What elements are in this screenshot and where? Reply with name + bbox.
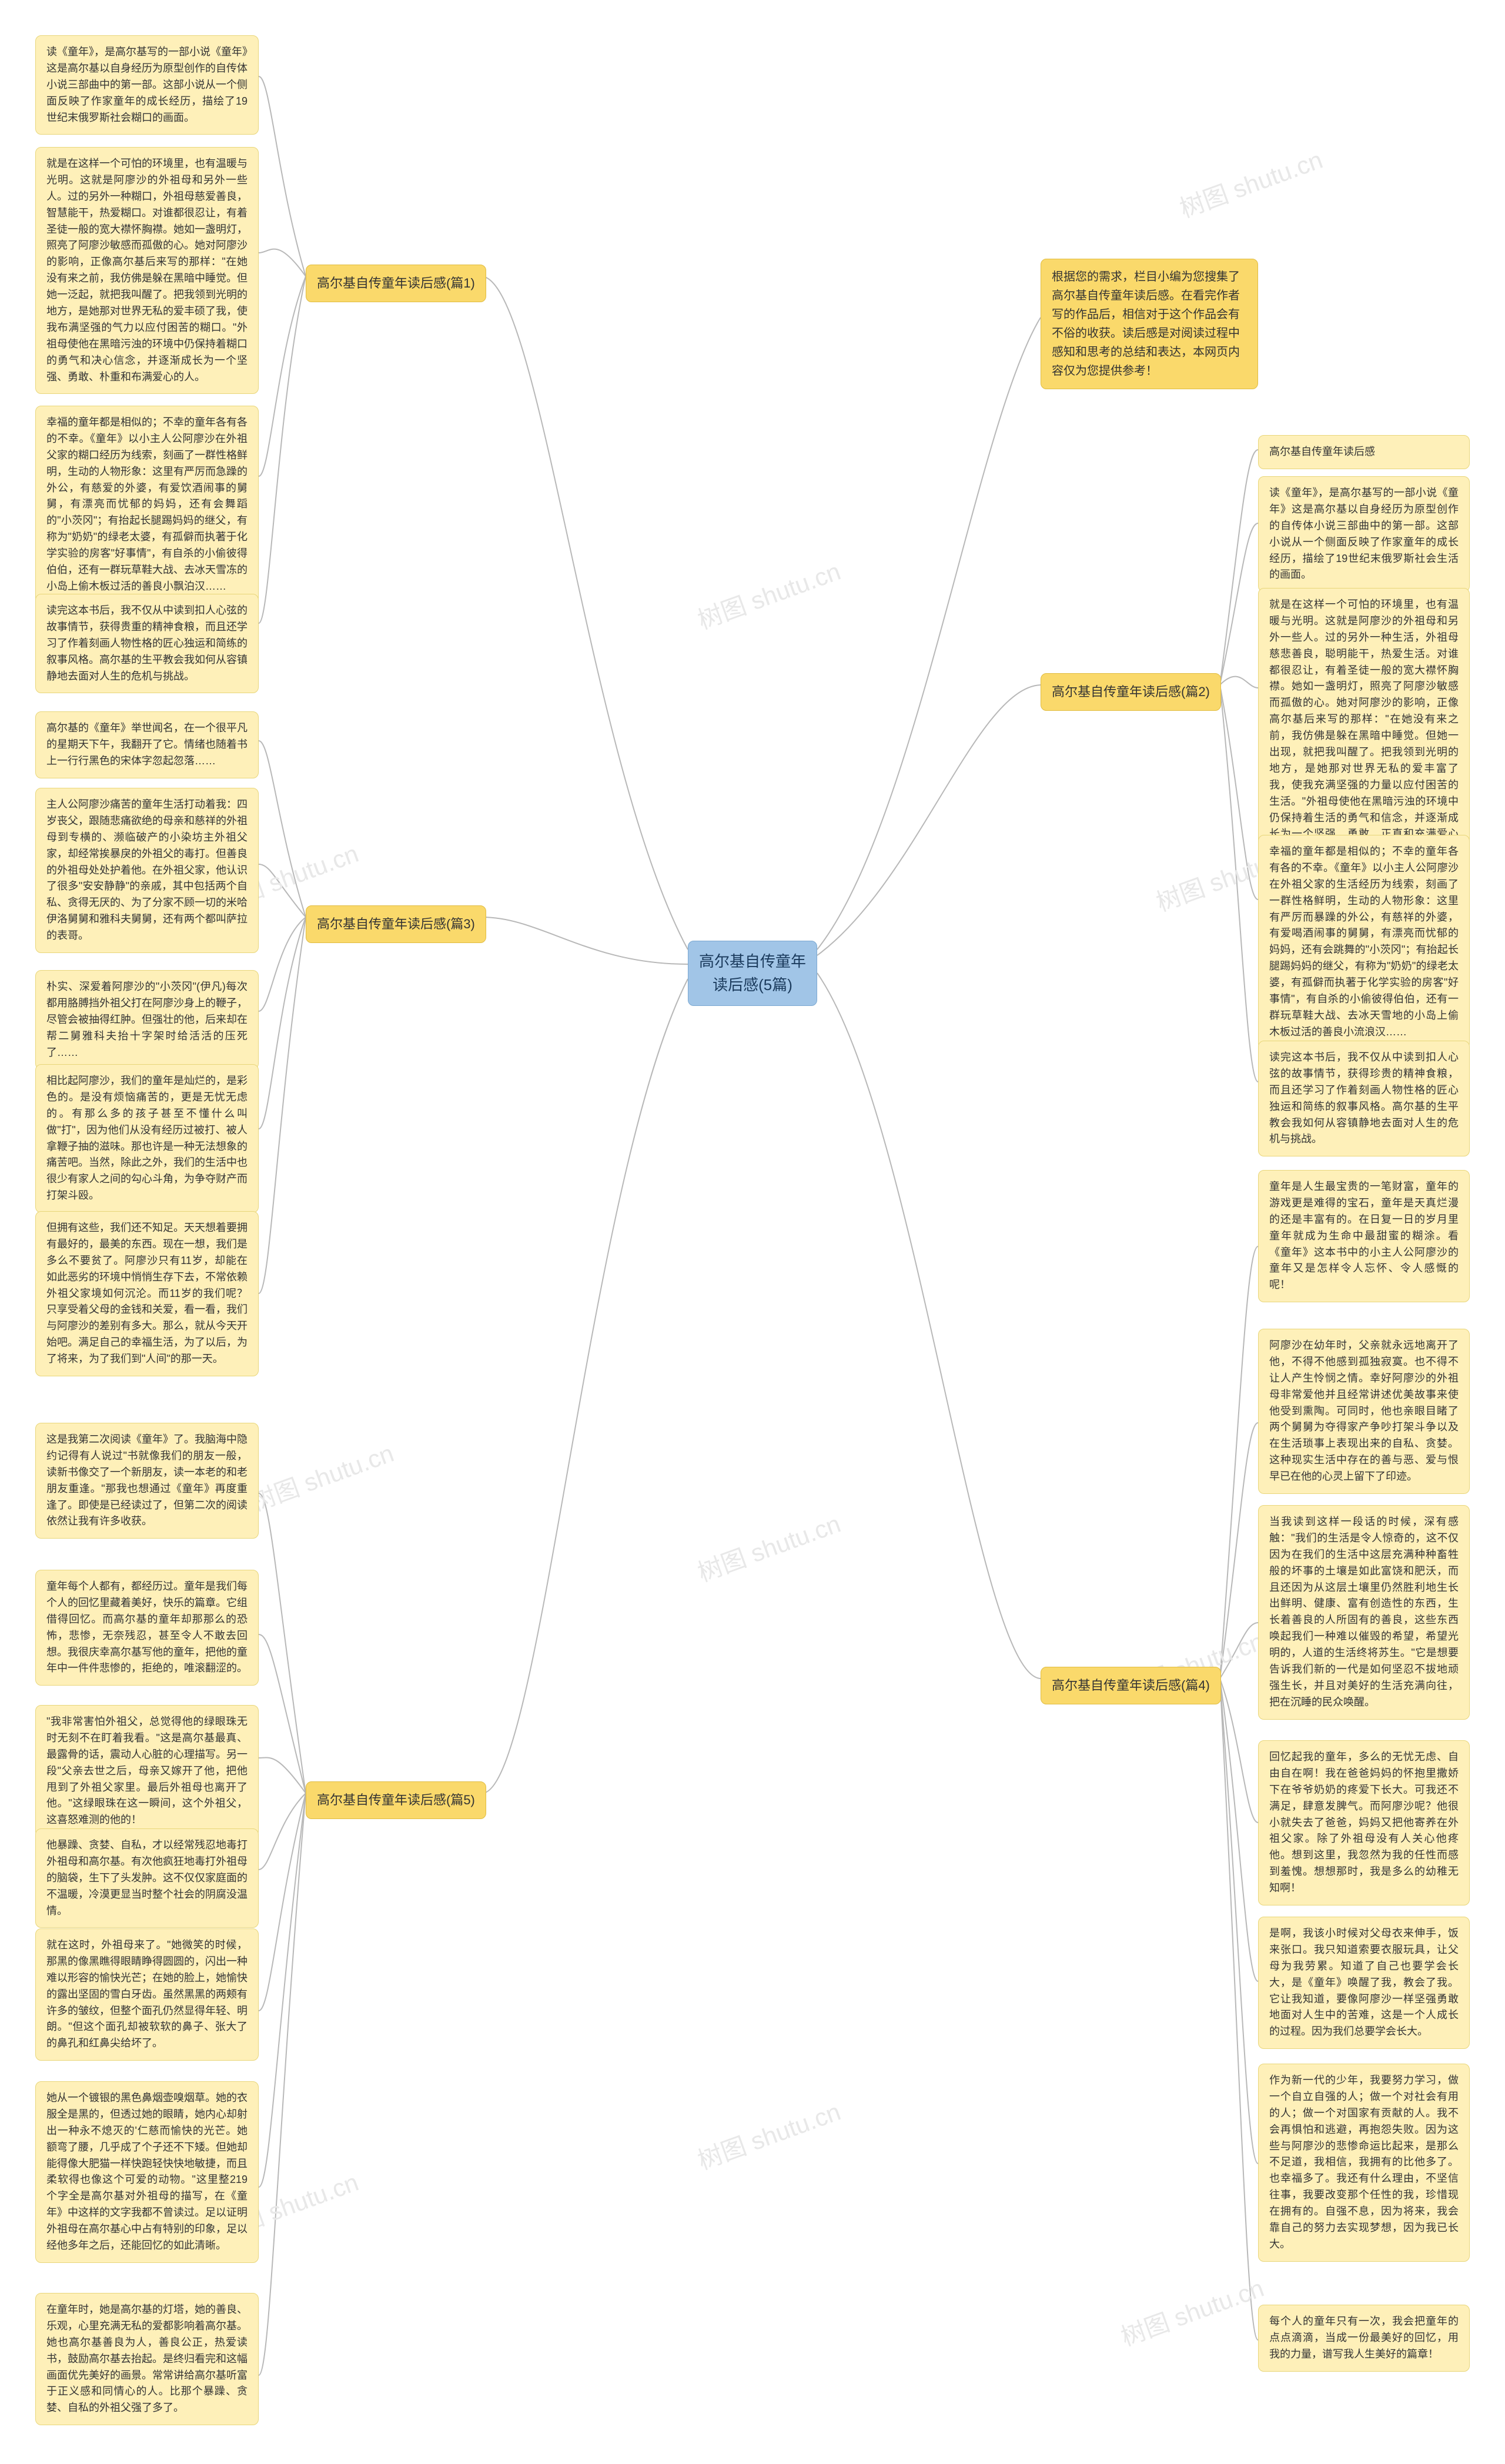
leaf-b1-0[interactable]: 读《童年》，是高尔基写的一部小说《童年》这是高尔基以自身经历为原型创作的自传体小… [35,35,259,135]
leaf-b5-3[interactable]: 他暴躁、贪婪、自私，才以经常残忍地毒打外祖母和高尔基。有次他疯狂地毒打外祖母的脑… [35,1828,259,1928]
leaf-b1-1[interactable]: 就是在这样一个可怕的环境里，也有温暖与光明。这就是阿廖沙的外祖母和另外一些人。过… [35,147,259,394]
leaf-b3-1[interactable]: 主人公阿廖沙痛苦的童年生活打动着我：四岁丧父，跟随悲痛欲绝的母亲和慈祥的外祖母到… [35,788,259,953]
leaf-b5-1[interactable]: 童年每个人都有，都经历过。童年是我们每个人的回忆里藏着美好，快乐的篇章。它组借得… [35,1570,259,1686]
center-node[interactable]: 高尔基自传童年读后感(5篇) [688,941,817,1006]
leaf-b5-4[interactable]: 就在这时，外祖母来了。"她微笑的时候，那黑的像黑瞧得眼睛睁得圆圆的，闪出一种难以… [35,1928,259,2061]
branch-4[interactable]: 高尔基自传童年读后感(篇4) [1041,1667,1221,1704]
leaf-b4-5[interactable]: 作为新一代的少年，我要努力学习，做一个自立自强的人；做一个对社会有用的人；做一个… [1258,2064,1470,2262]
intro-node[interactable]: 根据您的需求，栏目小编为您搜集了高尔基自传童年读后感。在看完作者写的作品后，相信… [1041,259,1258,389]
leaf-b4-1[interactable]: 阿廖沙在幼年时，父亲就永远地离开了他，不得不他感到孤独寂寞。也不得不让人产生怜悯… [1258,1329,1470,1494]
leaf-b1-2[interactable]: 幸福的童年都是相似的；不幸的童年各有各的不幸。《童年》以小主人公阿廖沙在外祖父家… [35,406,259,604]
leaf-b4-0[interactable]: 童年是人生最宝贵的一笔财富，童年的游戏更是难得的宝石，童年是天真烂漫的还是丰富有… [1258,1170,1470,1302]
leaf-b2-0[interactable]: 高尔基自传童年读后感 [1258,435,1470,469]
leaf-b5-0[interactable]: 这是我第二次阅读《童年》了。我脑海中隐约记得有人说过"书就像我们的朋友一般，读新… [35,1423,259,1539]
branch-3[interactable]: 高尔基自传童年读后感(篇3) [306,905,486,943]
leaf-b3-2[interactable]: 朴实、深爱着阿廖沙的"小茨冈"(伊凡)每次都用胳膊挡外祖父打在阿廖沙身上的鞭子，… [35,970,259,1069]
watermark: 树图 shutu.cn [692,2092,845,2177]
leaf-b3-0[interactable]: 高尔基的《童年》举世闻名，在一个很平凡的星期天下午，我翻开了它。情绪也随着书上一… [35,711,259,778]
leaf-b4-2[interactable]: 当我读到这样一段话的时候，深有感触："我们的生活是令人惊奇的，这不仅因为在我们的… [1258,1505,1470,1720]
leaf-b2-1[interactable]: 读《童年》，是高尔基写的一部小说《童年》这是高尔基以自身经历为原型创作的自传体小… [1258,476,1470,592]
branch-5[interactable]: 高尔基自传童年读后感(篇5) [306,1781,486,1819]
leaf-b4-3[interactable]: 回忆起我的童年，多么的无忧无虑、自由自在啊！我在爸爸妈妈的怀抱里撒娇下在爷爷奶奶… [1258,1740,1470,1905]
leaf-b5-2[interactable]: "我非常害怕外祖父，总觉得他的绿眼珠无时无刻不在盯着我看。"这是高尔基最真、最露… [35,1705,259,1837]
leaf-b5-5[interactable]: 她从一个镀银的黑色鼻烟壶嗅烟草。她的衣服全是黑的，但透过她的眼睛，她内心却射出一… [35,2081,259,2263]
leaf-b3-3[interactable]: 相比起阿廖沙，我们的童年是灿烂的，是彩色的。是没有烦恼痛苦的，更是无忧无虑的。有… [35,1064,259,1213]
leaf-b3-4[interactable]: 但拥有这些，我们还不知足。天天想着要拥有最好的，最美的东西。现在一想，我们是多么… [35,1211,259,1376]
watermark: 树图 shutu.cn [692,1504,845,1589]
watermark: 树图 shutu.cn [1115,2268,1268,2353]
watermark: 树图 shutu.cn [692,551,845,636]
branch-2[interactable]: 高尔基自传童年读后感(篇2) [1041,673,1221,711]
leaf-b5-6[interactable]: 在童年时，她是高尔基的灯塔，她的善良、乐观，心里充满无私的爱都影响着高尔基。她也… [35,2293,259,2425]
leaf-b4-6[interactable]: 每个人的童年只有一次，我会把童年的点点滴滴，当成一份最美好的回忆，用我的力量，谱… [1258,2305,1470,2372]
leaf-b2-3[interactable]: 幸福的童年都是相似的；不幸的童年各有各的不幸。《童年》以小主人公阿廖沙在外祖父家… [1258,835,1470,1049]
leaf-b2-2[interactable]: 就是在这样一个可怕的环境里，也有温暖与光明。这就是阿廖沙的外祖母和另外一些人。过… [1258,588,1470,868]
branch-1[interactable]: 高尔基自传童年读后感(篇1) [306,265,486,302]
leaf-b4-4[interactable]: 是啊，我该小时候对父母衣来伸手，饭来张口。我只知道索要衣服玩具，让父母为我劳累。… [1258,1917,1470,2049]
leaf-b2-4[interactable]: 读完这本书后，我不仅从中读到扣人心弦的故事情节，获得珍贵的精神食粮，而且还学习了… [1258,1041,1470,1156]
watermark: 树图 shutu.cn [1174,140,1327,225]
watermark: 树图 shutu.cn [245,1433,398,1518]
leaf-b1-3[interactable]: 读完这本书后，我不仅从中读到扣人心弦的故事情节，获得贵重的精神食粮，而且还学习了… [35,594,259,693]
